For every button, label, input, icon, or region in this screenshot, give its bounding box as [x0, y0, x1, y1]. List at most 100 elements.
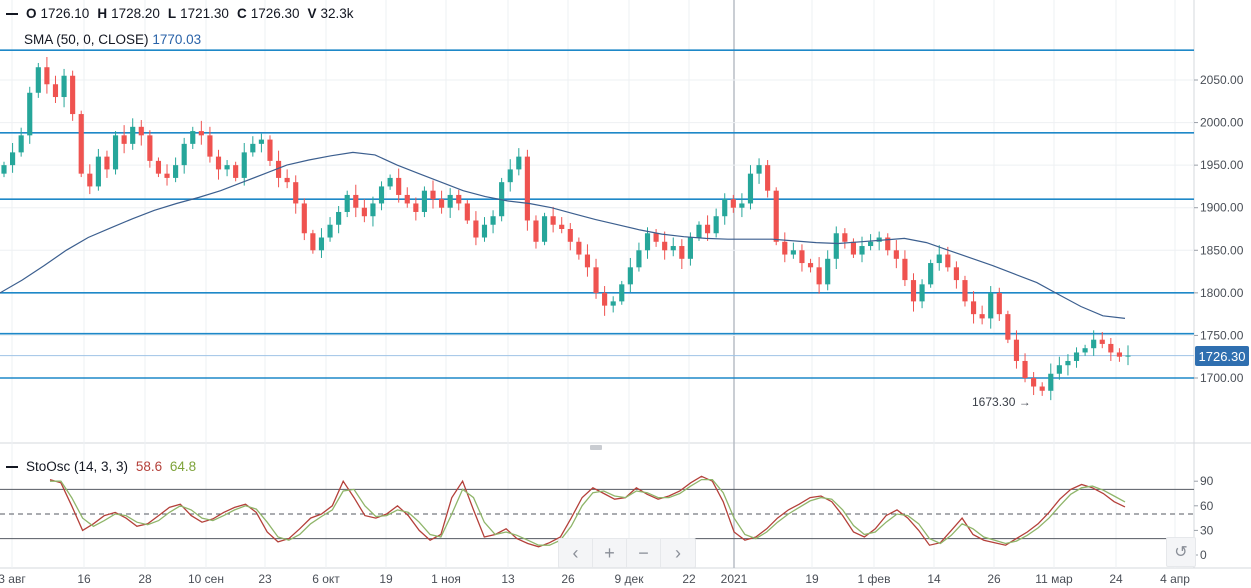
candle-body — [576, 241, 582, 255]
candle-body — [95, 156, 101, 187]
candle-body — [979, 314, 985, 319]
stoch-k-line — [49, 475, 1126, 548]
candle-body — [370, 203, 376, 217]
candle-body — [70, 75, 76, 115]
candle-body — [1073, 352, 1080, 361]
ohlc-menu-icon[interactable] — [6, 13, 18, 16]
candle-body — [224, 165, 230, 170]
zoom-in-button[interactable]: + — [593, 539, 627, 567]
candle-body — [928, 263, 934, 285]
x-tick-label: 3 авг — [0, 572, 26, 586]
candle-body — [464, 203, 470, 221]
candle-body — [430, 190, 436, 200]
candle-body — [275, 160, 282, 178]
candle-body — [1048, 373, 1054, 391]
candle-body — [953, 267, 959, 281]
low-annotation: 1673.30 → — [972, 395, 1031, 409]
v-value: 32.3k — [320, 6, 354, 21]
candle-body — [816, 267, 822, 285]
candle-body — [121, 135, 127, 144]
x-tick-label: 6 окт — [312, 572, 340, 586]
candle-body — [301, 203, 307, 234]
o-label: O — [26, 6, 37, 21]
candle-body — [1013, 339, 1020, 361]
candle-body — [524, 156, 530, 221]
candle-body — [670, 246, 676, 251]
candle-body — [996, 292, 1002, 315]
candle-body — [970, 301, 977, 315]
candle-body — [507, 169, 513, 183]
candle-body — [473, 220, 479, 238]
candle-body — [850, 241, 857, 255]
reset-chart-button[interactable]: ↺ — [1166, 537, 1196, 567]
x-tick-label: 4 апр — [1160, 572, 1190, 586]
candle-body — [104, 156, 110, 170]
candle-body — [790, 250, 796, 255]
x-tick-label: 26 — [561, 572, 575, 586]
x-tick-label: 16 — [77, 572, 91, 586]
candle-body — [713, 216, 719, 234]
candle-body — [310, 233, 316, 251]
candle-body — [44, 67, 50, 85]
h-value: 1728.20 — [111, 6, 160, 21]
candle-body — [1065, 360, 1071, 366]
candle-body — [1039, 386, 1045, 391]
candle-body — [1091, 339, 1097, 349]
y-tick-label: 1850.00 — [1200, 243, 1244, 257]
candle-body — [593, 267, 599, 293]
candle-body — [610, 301, 616, 306]
candle-body — [173, 165, 179, 178]
candle-body — [207, 135, 213, 157]
candle-body — [1031, 378, 1037, 387]
candle-body — [344, 194, 350, 212]
stoch-y-tick-label: 60 — [1200, 499, 1214, 513]
zoom-out-button[interactable]: − — [627, 539, 661, 567]
candle-body — [936, 254, 942, 264]
candle-body — [825, 258, 831, 285]
candle-body — [35, 67, 41, 93]
candle-body — [1022, 360, 1028, 378]
candle-body — [807, 263, 814, 268]
candle-body — [413, 203, 419, 212]
x-tick-label: 19 — [805, 572, 819, 586]
candle-body — [919, 284, 925, 302]
candle-body — [550, 216, 556, 225]
candle-body — [318, 237, 325, 251]
candle-body — [687, 237, 693, 259]
candle-body — [1108, 343, 1114, 353]
scroll-right-button[interactable]: › — [675, 542, 681, 563]
candle-body — [267, 139, 273, 161]
candle-body — [765, 165, 771, 191]
candle-body — [147, 135, 153, 161]
c-label: C — [236, 6, 247, 21]
stoch-menu-icon[interactable] — [6, 466, 18, 469]
candle-body — [378, 186, 385, 204]
pane-resize-handle[interactable] — [590, 445, 602, 450]
candle-body — [782, 241, 788, 255]
x-tick-label: 23 — [258, 572, 272, 586]
candle-body — [730, 199, 736, 208]
candle-body — [773, 190, 779, 242]
candle-body — [885, 237, 891, 251]
stoch-y-tick-label: 30 — [1200, 523, 1214, 537]
candle-body — [481, 224, 488, 238]
candle-body — [447, 194, 453, 208]
scroll-left-button[interactable]: ‹ — [559, 539, 593, 567]
candle-body — [893, 250, 899, 259]
h-label: H — [97, 6, 108, 21]
x-tick-label: 1 фев — [858, 572, 891, 586]
candle-body — [456, 194, 462, 204]
candle-body — [138, 126, 144, 136]
candle-body — [198, 131, 204, 136]
y-tick-label: 1700.00 — [1200, 371, 1244, 385]
y-tick-label: 2000.00 — [1200, 116, 1244, 130]
x-tick-label: 9 дек — [615, 572, 645, 586]
candle-body — [190, 131, 196, 144]
candle-body — [1, 165, 7, 174]
candle-body — [233, 165, 239, 178]
x-tick-label: 11 мар — [1035, 572, 1073, 586]
candle-body — [902, 258, 908, 281]
candle-body — [859, 246, 865, 255]
candle-body — [421, 190, 428, 212]
